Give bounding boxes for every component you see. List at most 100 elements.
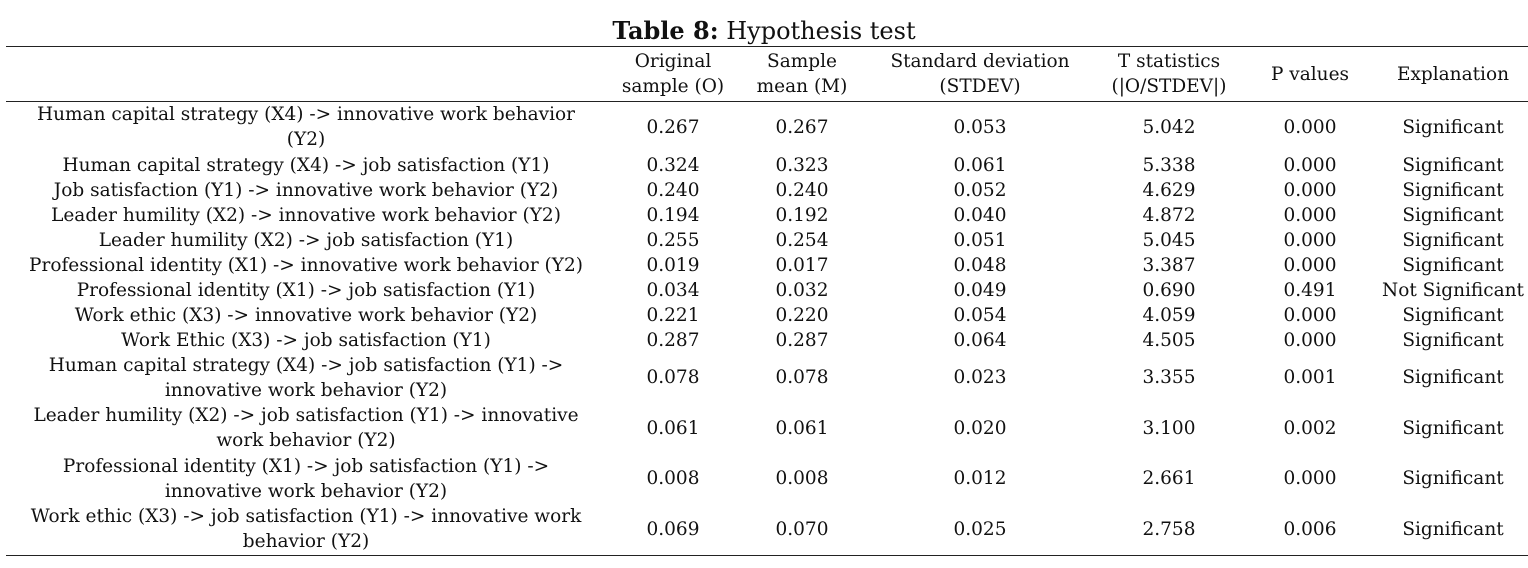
standard-deviation-cell: 0.053	[953, 116, 1007, 138]
explanation-cell: Significant	[1402, 204, 1504, 226]
path-cell: Professional identity (X1) -> job satisf…	[62, 455, 550, 502]
table-row: Leader humility (X2) -> innovative work …	[6, 203, 1528, 228]
original-sample-cell: 0.069	[606, 504, 740, 556]
t-statistics-cell: 2.758	[1096, 504, 1242, 556]
path-cell: Leader humility (X2) -> job satisfaction…	[33, 405, 579, 452]
explanation-cell: Not Significant	[1382, 279, 1524, 301]
t-statistics-cell: 3.100	[1142, 417, 1196, 439]
standard-deviation-cell: 0.049	[953, 279, 1007, 301]
explanation-cell: Significant	[1402, 304, 1504, 326]
table-row: Leader humility (X2) -> job satisfaction…	[6, 403, 1528, 454]
hypothesis-test-table: Original sample (O) Sample mean (M) Stan…	[6, 46, 1528, 556]
p-value-cell: 0.002	[1283, 417, 1337, 439]
explanation-cell: Significant	[1402, 417, 1504, 439]
standard-deviation-cell: 0.020	[953, 417, 1007, 439]
t-statistics-cell: 4.629	[1142, 179, 1196, 201]
path-cell: Human capital strategy (X4) -> job satis…	[62, 154, 550, 176]
t-statistics-cell: 0.690	[1142, 279, 1196, 301]
t-statistics-cell: 5.045	[1142, 229, 1196, 251]
standard-deviation-cell: 0.012	[953, 468, 1007, 490]
standard-deviation-cell: 0.052	[953, 179, 1007, 201]
table-row: Professional identity (X1) -> job satisf…	[6, 278, 1528, 303]
standard-deviation-cell: 0.040	[953, 204, 1007, 226]
explanation-cell: Significant	[1402, 367, 1504, 389]
p-value-cell: 0.001	[1283, 367, 1337, 389]
p-value-cell: 0.006	[1242, 504, 1378, 556]
p-value-cell: 0.000	[1283, 254, 1337, 276]
p-value-cell: 0.000	[1283, 204, 1337, 226]
t-statistics-cell: 4.505	[1142, 329, 1196, 351]
path-cell: Professional identity (X1) -> job satisf…	[76, 279, 536, 301]
standard-deviation-cell: 0.064	[953, 329, 1007, 351]
table-body: Human capital strategy (X4) -> innovativ…	[6, 102, 1528, 556]
original-sample-cell: 0.267	[646, 116, 700, 138]
table-row: Work ethic (X3) -> innovative work behav…	[6, 303, 1528, 328]
p-value-cell: 0.000	[1283, 229, 1337, 251]
p-value-cell: 0.491	[1283, 279, 1337, 301]
column-header-sample-mean: Sample mean (M)	[740, 46, 864, 102]
standard-deviation-cell: 0.051	[953, 229, 1007, 251]
p-value-cell: 0.000	[1283, 468, 1337, 490]
explanation-cell: Significant	[1402, 154, 1504, 176]
path-cell: Work Ethic (X3) -> job satisfaction (Y1)	[121, 329, 491, 351]
t-statistics-cell: 5.338	[1142, 154, 1196, 176]
explanation-cell: Significant	[1402, 329, 1504, 351]
path-cell: Work ethic (X3) -> job satisfaction (Y1)…	[6, 504, 606, 556]
table-row: Leader humility (X2) -> job satisfaction…	[6, 228, 1528, 253]
table-caption-label: Table 8:	[612, 16, 719, 45]
t-statistics-cell: 2.661	[1142, 468, 1196, 490]
table-row: Work ethic (X3) -> job satisfaction (Y1)…	[6, 504, 1528, 556]
p-value-cell: 0.000	[1283, 304, 1337, 326]
table-caption-title: Hypothesis test	[726, 17, 916, 45]
original-sample-cell: 0.034	[646, 279, 700, 301]
table-row: Job satisfaction (Y1) -> innovative work…	[6, 178, 1528, 203]
explanation-cell: Significant	[1402, 179, 1504, 201]
table-row: Professional identity (X1) -> innovative…	[6, 253, 1528, 278]
path-cell: Human capital strategy (X4) -> innovativ…	[36, 104, 576, 151]
explanation-cell: Significant	[1402, 468, 1504, 490]
sample-mean-cell: 0.032	[775, 279, 829, 301]
p-value-cell: 0.000	[1283, 329, 1337, 351]
column-header-explanation: Explanation	[1378, 46, 1528, 102]
t-statistics-cell: 5.042	[1142, 116, 1196, 138]
path-cell: Professional identity (X1) -> innovative…	[29, 254, 583, 276]
sample-mean-cell: 0.240	[775, 179, 829, 201]
explanation-cell: Significant	[1402, 254, 1504, 276]
sample-mean-cell: 0.078	[775, 367, 829, 389]
original-sample-cell: 0.061	[646, 417, 700, 439]
original-sample-cell: 0.255	[646, 229, 700, 251]
path-cell: Leader humility (X2) -> innovative work …	[51, 204, 561, 226]
p-value-cell: 0.000	[1283, 154, 1337, 176]
table-row: Human capital strategy (X4) -> innovativ…	[6, 102, 1528, 153]
sample-mean-cell: 0.323	[775, 154, 829, 176]
explanation-cell: Significant	[1402, 229, 1504, 251]
path-cell: Work ethic (X3) -> innovative work behav…	[74, 304, 538, 326]
original-sample-cell: 0.008	[646, 468, 700, 490]
sample-mean-cell: 0.220	[775, 304, 829, 326]
standard-deviation-cell: 0.023	[953, 367, 1007, 389]
column-header-original-sample: Original sample (O)	[606, 46, 740, 102]
original-sample-cell: 0.324	[646, 154, 700, 176]
standard-deviation-cell: 0.025	[864, 504, 1096, 556]
table-row: Human capital strategy (X4) -> job satis…	[6, 353, 1528, 404]
explanation-cell: Significant	[1402, 116, 1504, 138]
table-row: Work Ethic (X3) -> job satisfaction (Y1)…	[6, 328, 1528, 353]
column-header-p-values: P values	[1242, 46, 1378, 102]
standard-deviation-cell: 0.048	[953, 254, 1007, 276]
sample-mean-cell: 0.070	[740, 504, 864, 556]
sample-mean-cell: 0.061	[775, 417, 829, 439]
explanation-cell: Significant	[1378, 504, 1528, 556]
column-header-path	[6, 46, 606, 102]
sample-mean-cell: 0.254	[775, 229, 829, 251]
table-header-row: Original sample (O) Sample mean (M) Stan…	[6, 46, 1528, 102]
path-cell: Human capital strategy (X4) -> job satis…	[48, 354, 564, 401]
column-header-t-statistics: T statistics (|O/STDEV|)	[1096, 46, 1242, 102]
p-value-cell: 0.000	[1283, 179, 1337, 201]
t-statistics-cell: 3.387	[1142, 254, 1196, 276]
original-sample-cell: 0.019	[646, 254, 700, 276]
sample-mean-cell: 0.192	[775, 204, 829, 226]
t-statistics-cell: 4.059	[1142, 304, 1196, 326]
standard-deviation-cell: 0.061	[953, 154, 1007, 176]
original-sample-cell: 0.078	[646, 367, 700, 389]
sample-mean-cell: 0.287	[775, 329, 829, 351]
